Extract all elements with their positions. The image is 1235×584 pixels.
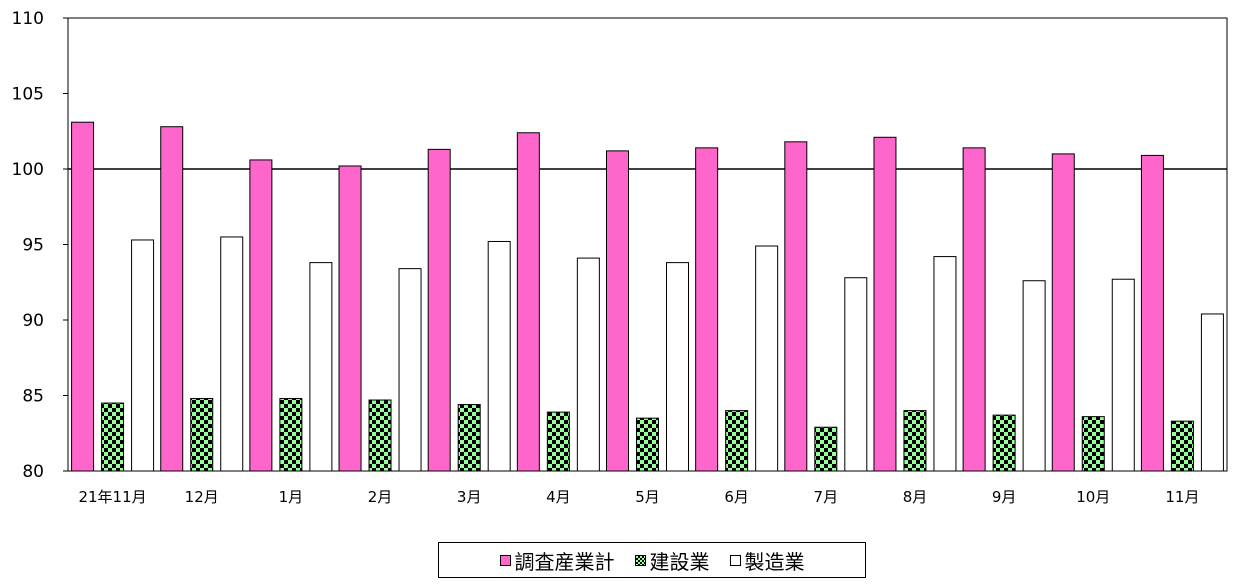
legend: 調査産業計 建設業 製造業 bbox=[438, 542, 866, 578]
bar-manufacturing bbox=[1022, 280, 1046, 472]
x-tick-label: 2月 bbox=[368, 488, 393, 506]
bar-total bbox=[1051, 153, 1075, 472]
bar-construction bbox=[992, 414, 1016, 472]
bar-manufacturing bbox=[398, 268, 422, 472]
x-tick-label: 1月 bbox=[279, 488, 304, 506]
bar-total bbox=[1140, 154, 1164, 472]
bar-construction bbox=[190, 398, 214, 472]
bar-total bbox=[249, 159, 273, 472]
x-tick-label: 21年11月 bbox=[78, 488, 146, 506]
y-tick-label: 80 bbox=[22, 462, 44, 482]
bars-group bbox=[71, 121, 1224, 472]
bar-total bbox=[784, 141, 808, 472]
x-tick-label: 8月 bbox=[903, 488, 928, 506]
x-tick-label: 10月 bbox=[1076, 488, 1110, 506]
bar-total bbox=[873, 136, 897, 472]
bar-construction bbox=[725, 410, 749, 472]
bar-manufacturing bbox=[844, 277, 868, 472]
bar-total bbox=[962, 147, 986, 472]
bar-total bbox=[695, 147, 719, 472]
x-tick-label: 3月 bbox=[457, 488, 482, 506]
bar-construction bbox=[1170, 420, 1194, 472]
legend-item-construction: 建設業 bbox=[634, 546, 710, 575]
x-tick-label: 4月 bbox=[546, 488, 571, 506]
legend-swatch-pink bbox=[499, 554, 511, 566]
y-tick-label: 105 bbox=[12, 85, 44, 105]
bar-manufacturing bbox=[755, 245, 779, 472]
bar-manufacturing bbox=[220, 236, 244, 472]
x-tick-label: 7月 bbox=[814, 488, 839, 506]
legend-item-manufacturing: 製造業 bbox=[729, 546, 805, 575]
bar-total bbox=[71, 121, 95, 472]
legend-item-total: 調査産業計 bbox=[499, 546, 615, 575]
bar-construction bbox=[814, 426, 838, 472]
bar-construction bbox=[457, 404, 481, 472]
bar-total bbox=[427, 148, 451, 472]
bar-construction bbox=[279, 398, 303, 472]
bar-manufacturing bbox=[309, 262, 333, 472]
bar-manufacturing bbox=[1200, 313, 1224, 472]
bar-manufacturing bbox=[131, 239, 155, 472]
y-tick-label: 85 bbox=[22, 387, 44, 407]
legend-label-total: 調査産業計 bbox=[514, 549, 615, 574]
bar-manufacturing bbox=[933, 256, 957, 472]
bar-manufacturing bbox=[1111, 278, 1135, 472]
x-tick-label: 9月 bbox=[992, 488, 1017, 506]
bar-manufacturing bbox=[666, 262, 689, 472]
x-tick-label: 11月 bbox=[1165, 488, 1199, 506]
bar-construction bbox=[1081, 416, 1105, 472]
bar-manufacturing bbox=[487, 240, 511, 472]
x-tick-label: 12月 bbox=[185, 488, 219, 506]
bar-total bbox=[606, 150, 629, 472]
bar-construction bbox=[636, 417, 659, 472]
legend-label-manufacturing: 製造業 bbox=[744, 549, 805, 574]
y-tick-label: 90 bbox=[22, 311, 44, 331]
y-tick-label: 100 bbox=[12, 160, 44, 180]
bar-construction bbox=[101, 402, 125, 472]
x-axis: 21年11月 12月 1月 2月 3月 4月 5月 6月 7月 8月 9月 10月 11月 bbox=[78, 488, 1199, 506]
bar-total bbox=[516, 132, 540, 472]
y-tick-label: 110 bbox=[12, 9, 44, 29]
bar-construction bbox=[546, 411, 570, 472]
bar-construction bbox=[368, 399, 392, 472]
bar-manufacturing bbox=[576, 257, 600, 472]
bar-total bbox=[338, 165, 362, 472]
x-tick-label: 6月 bbox=[724, 488, 749, 506]
bar-construction bbox=[903, 410, 927, 472]
x-tick-label: 5月 bbox=[635, 488, 660, 506]
y-tick-label: 95 bbox=[22, 236, 44, 256]
y-axis: 80 85 90 95 100 105 110 bbox=[12, 9, 68, 482]
bar-total bbox=[160, 126, 184, 472]
legend-swatch-checker bbox=[634, 554, 646, 566]
legend-swatch-white bbox=[729, 554, 741, 566]
legend-label-construction: 建設業 bbox=[649, 549, 710, 574]
